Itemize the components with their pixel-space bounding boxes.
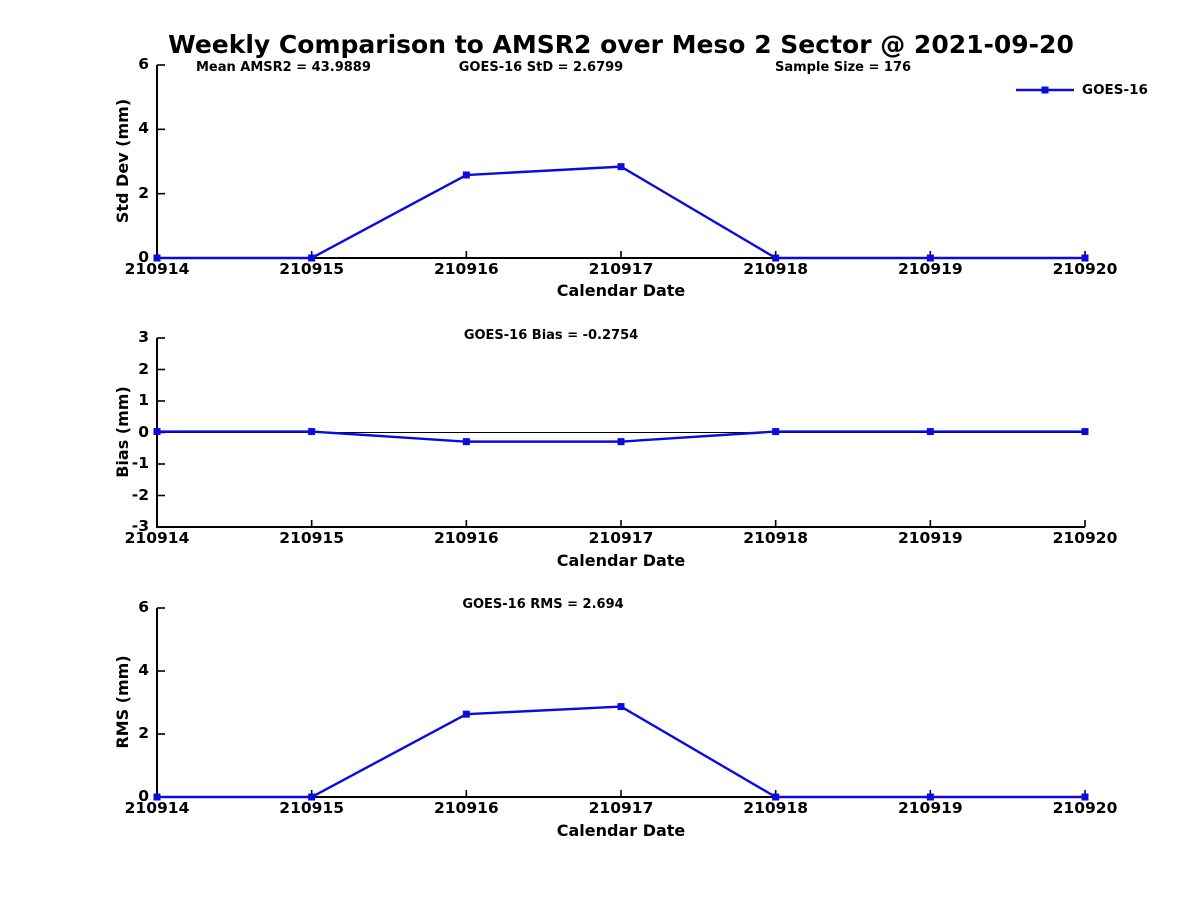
std_dev-series-line — [157, 165, 1085, 260]
rms-series-line — [157, 705, 1085, 799]
rms-x-tick-label: 210916 — [433, 799, 499, 817]
rms-y-tick-label: 4 — [138, 661, 149, 679]
rms-axis-spines — [156, 608, 1085, 798]
bias-data-marker — [772, 428, 780, 436]
std_dev-y-tick-label: 0 — [138, 248, 149, 266]
std_dev-y-tick-label: 4 — [138, 119, 149, 138]
x-axis-label-bias: Calendar Date — [556, 551, 686, 570]
std_dev-data-marker — [153, 254, 161, 262]
std_dev-data-marker — [926, 254, 934, 262]
std_dev-x-tick-label: 210917 — [588, 260, 654, 278]
rms-x-tick-label: 210920 — [1052, 799, 1118, 817]
bias-y-tick-label: 3 — [138, 328, 149, 346]
std_dev-data-marker — [772, 254, 780, 262]
y-axis-label-std-dev: Std Dev (mm) — [113, 98, 132, 224]
stat-mean-amsr2: Mean AMSR2 = 43.9889 — [196, 60, 371, 75]
bias-data-marker — [1081, 428, 1089, 436]
x-axis-label-std-dev: Calendar Date — [556, 281, 686, 300]
bias-y-tick-label: 2 — [138, 359, 149, 378]
stat-goes16-rms: GOES-16 RMS = 2.694 — [462, 597, 624, 612]
bias-y-tick-label: 0 — [138, 422, 149, 441]
bias-x-tick-label: 210915 — [279, 529, 345, 547]
rms-data-marker — [772, 793, 780, 801]
bias-y-tick-label: -1 — [131, 454, 149, 472]
bias-data-marker — [153, 428, 161, 436]
std_dev-y-tick-label: 6 — [138, 55, 149, 73]
std_dev-x-tick-label: 210915 — [279, 260, 345, 278]
std_dev-data-marker — [308, 254, 316, 262]
std_dev-x-tick-label: 210916 — [433, 260, 499, 278]
bias-data-marker — [926, 428, 934, 436]
rms-x-tick-label: 210915 — [279, 799, 345, 817]
bias-data-marker — [308, 428, 316, 436]
std_dev-x-tick-label: 210919 — [897, 260, 963, 278]
chart-title: Weekly Comparison to AMSR2 over Meso 2 S… — [168, 30, 1074, 59]
x-axis-label-rms: Calendar Date — [556, 821, 686, 840]
bias-data-marker — [617, 438, 625, 446]
std_dev-data-marker — [462, 171, 470, 179]
rms-x-tick-label: 210919 — [897, 799, 963, 817]
bias-x-tick-label: 210920 — [1052, 529, 1118, 547]
legend-label: GOES-16 — [1082, 82, 1148, 98]
std_dev-data-marker — [617, 163, 625, 171]
rms-data-marker — [1081, 793, 1089, 801]
rms-data-marker — [617, 703, 625, 711]
legend: GOES-16 — [1016, 82, 1148, 98]
std_dev-x-tick-label: 210920 — [1052, 260, 1118, 278]
stat-sample-size: Sample Size = 176 — [775, 60, 912, 75]
std_dev-y-tick-label: 2 — [138, 183, 149, 202]
bias-y-tick-label: 1 — [138, 391, 149, 409]
bias-x-tick-label: 210916 — [433, 529, 499, 547]
rms-x-tick-label: 210918 — [743, 799, 809, 817]
std_dev-x-tick-label: 210914 — [124, 260, 190, 278]
rms-y-tick-label: 0 — [138, 787, 149, 805]
stat-goes16-bias: GOES-16 Bias = -0.2754 — [463, 328, 639, 343]
bias-y-tick-label: -3 — [131, 517, 149, 535]
rms-y-tick-label: 6 — [138, 598, 149, 616]
legend-line-icon — [1016, 86, 1074, 94]
rms-data-marker — [308, 793, 316, 801]
rms-y-tick-label: 2 — [138, 724, 149, 742]
bias-y-tick-label: -2 — [131, 485, 149, 504]
rms-data-marker — [153, 793, 161, 801]
bias-data-marker — [462, 438, 470, 446]
rms-x-tick-label: 210917 — [588, 799, 654, 817]
bias-x-tick-label: 210914 — [124, 529, 190, 547]
rms-x-tick-label: 210914 — [124, 799, 190, 817]
std_dev-x-tick-label: 210918 — [743, 260, 809, 278]
rms-data-marker — [462, 710, 470, 718]
rms-data-marker — [926, 793, 934, 801]
bias-x-tick-label: 210917 — [588, 529, 654, 547]
std_dev-axis-spines — [156, 65, 1085, 259]
bias-x-tick-label: 210919 — [897, 529, 963, 547]
std_dev-data-marker — [1081, 254, 1089, 262]
bias-x-tick-label: 210918 — [743, 529, 809, 547]
stat-goes16-std: GOES-16 StD = 2.6799 — [458, 60, 624, 75]
